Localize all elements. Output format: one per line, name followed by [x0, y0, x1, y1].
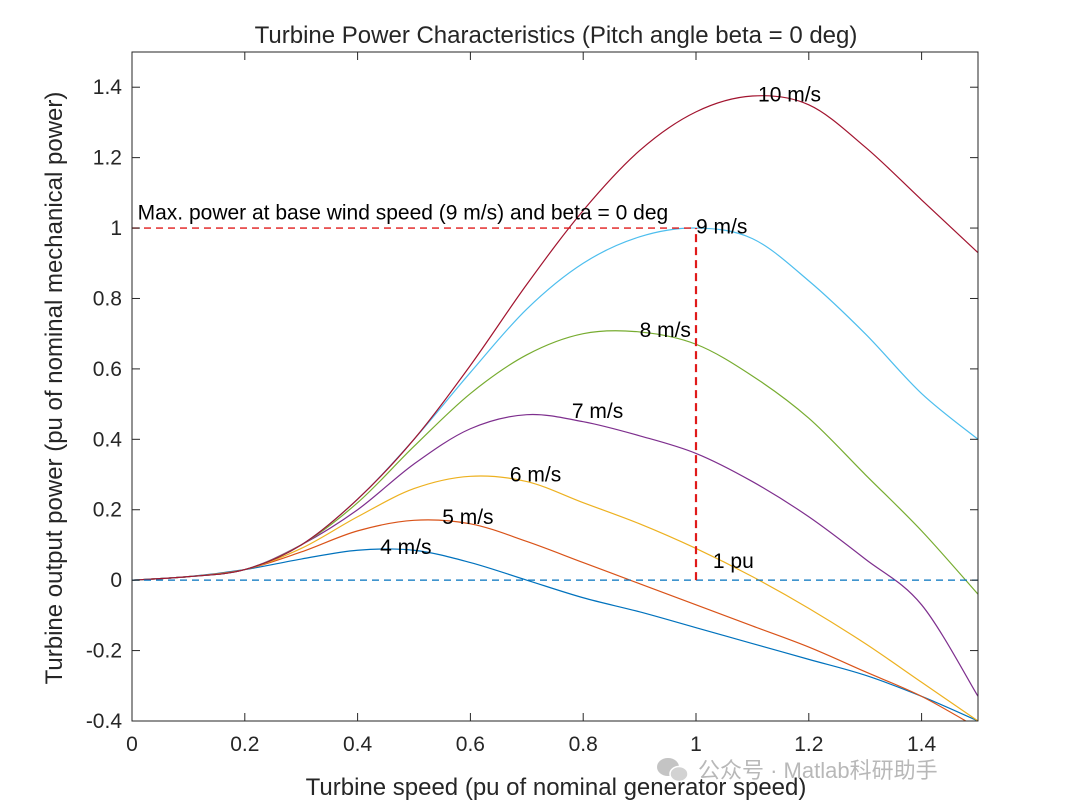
- annotation-label: 10 m/s: [758, 83, 821, 106]
- x-tick-label: 0.8: [569, 733, 598, 756]
- watermark-text: 公众号 · Matlab科研助手: [698, 758, 938, 783]
- y-tick-label: 0: [110, 569, 122, 592]
- x-tick-label: 1.4: [907, 733, 937, 756]
- axes-box: [131, 51, 979, 722]
- y-tick-label: 0.8: [93, 287, 122, 310]
- x-tick-label: 0.2: [230, 733, 259, 756]
- x-tick-label: 0.6: [456, 733, 485, 756]
- wechat-icon: [657, 758, 689, 783]
- watermark: 公众号 · Matlab科研助手: [657, 758, 938, 783]
- annotation-label: 4 m/s: [380, 536, 431, 559]
- x-tick-label: 0.4: [343, 733, 373, 756]
- y-tick-label: 1: [110, 217, 122, 240]
- y-tick-label: -0.2: [86, 640, 122, 663]
- y-tick-label: 1.4: [93, 76, 123, 99]
- x-axis-title: Turbine speed (pu of nominal generator s…: [306, 774, 807, 801]
- series-line-7: [132, 95, 978, 581]
- annotation-label: 7 m/s: [572, 400, 623, 423]
- series-line-3: [132, 475, 978, 721]
- y-tick-label: 0.2: [93, 499, 122, 522]
- series-line-2: [132, 519, 968, 721]
- y-tick-label: -0.4: [86, 710, 123, 733]
- annotation-label: Max. power at base wind speed (9 m/s) an…: [138, 201, 669, 224]
- x-tick-label: 1: [690, 733, 702, 756]
- x-tick-label: 0: [126, 733, 138, 756]
- y-tick-label: 1.2: [93, 147, 122, 170]
- y-tick-label: 0.6: [93, 358, 122, 381]
- plot-area: [132, 95, 978, 721]
- y-axis-title: Turbine output power (pu of nominal mech…: [41, 92, 68, 685]
- annotation-label: 8 m/s: [640, 319, 691, 342]
- axis-ticks: 0 0.2 0.4 0.6 0.8 1 1.2 1.4 -0.4 -0.2 0 0.2 0.4 0.6 0.…: [86, 52, 978, 756]
- y-tick-label: 0.4: [93, 428, 123, 451]
- series-line-1: [132, 548, 978, 721]
- annotation-label: 1 pu: [713, 550, 754, 573]
- x-tick-label: 1.2: [794, 733, 823, 756]
- annotation-label: 9 m/s: [696, 215, 747, 238]
- chart-title: Turbine Power Characteristics (Pitch ang…: [255, 22, 858, 49]
- annotation-label: 6 m/s: [510, 464, 561, 487]
- annotation-label: 5 m/s: [442, 506, 493, 529]
